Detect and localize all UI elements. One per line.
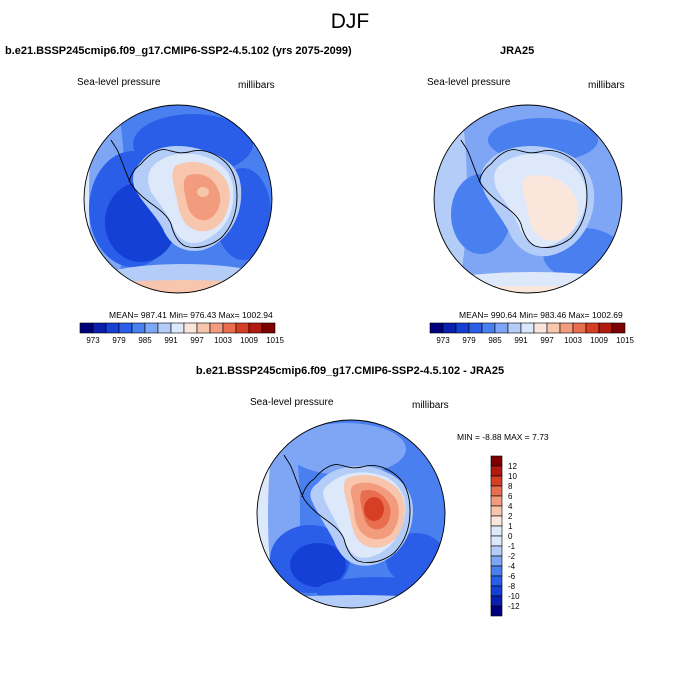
obs-polar-map xyxy=(433,104,623,294)
model-polar-map xyxy=(83,104,273,294)
obs-colorbar-tick-label: 1009 xyxy=(590,336,608,345)
obs-colorbar-swatch xyxy=(598,322,613,334)
diff-colorbar-tick-label: 0 xyxy=(508,532,513,541)
obs-colorbar-tick-label: 1003 xyxy=(564,336,582,345)
model-colorbar-swatch xyxy=(92,322,107,334)
diff-colorbar-swatch xyxy=(490,595,503,607)
model-colorbar-swatch xyxy=(118,322,133,334)
model-colorbar-swatch xyxy=(235,322,250,334)
diff-colorbar-swatch xyxy=(490,525,503,537)
diff-colorbar-swatch xyxy=(490,465,503,477)
obs-variable-label: Sea-level pressure xyxy=(427,77,511,88)
diff-colorbar-swatch xyxy=(490,535,503,547)
obs-colorbar-tick-label: 997 xyxy=(540,336,554,345)
model-colorbar-tick-label: 985 xyxy=(138,336,152,345)
obs-colorbar-swatch xyxy=(468,322,483,334)
obs-colorbar-swatch xyxy=(455,322,470,334)
diff-colorbar-tick-label: 6 xyxy=(508,492,513,501)
diff-polar-map xyxy=(256,419,446,609)
diff-colorbar-swatch xyxy=(490,585,503,597)
diff-colorbar-swatch xyxy=(490,555,503,567)
diff-stats: MIN = -8.88 MAX = 7.73 xyxy=(457,432,549,442)
model-colorbar-tick-label: 979 xyxy=(112,336,126,345)
obs-colorbar-tick-label: 985 xyxy=(488,336,502,345)
model-colorbar-swatch xyxy=(248,322,263,334)
model-colorbar-tick-label: 973 xyxy=(86,336,100,345)
diff-colorbar-tick-label: 4 xyxy=(508,502,513,511)
diff-colorbar-swatch xyxy=(490,565,503,577)
model-panel-title: b.e21.BSSP245cmip6.f09_g17.CMIP6-SSP2-4.… xyxy=(5,45,352,57)
diff-colorbar-tick-label: -1 xyxy=(508,542,516,551)
obs-colorbar-swatch xyxy=(481,322,496,334)
diff-colorbar-tick-label: -12 xyxy=(508,602,520,611)
diff-colorbar-tick-label: 12 xyxy=(508,462,517,471)
model-colorbar-tick-label: 997 xyxy=(190,336,204,345)
obs-colorbar-swatch xyxy=(520,322,535,334)
diff-colorbar-swatch xyxy=(490,605,503,617)
model-units-label: millibars xyxy=(238,80,275,91)
diff-colorbar-tick-label: 2 xyxy=(508,512,513,521)
model-colorbar-swatch xyxy=(131,322,146,334)
diff-colorbar-tick-label: -8 xyxy=(508,582,516,591)
model-colorbar-swatch xyxy=(196,322,211,334)
model-stats: MEAN= 987.41 Min= 976.43 Max= 1002.94 xyxy=(109,310,273,320)
diff-colorbar-swatch xyxy=(490,455,503,467)
model-colorbar-swatch xyxy=(261,322,276,334)
model-colorbar-swatch xyxy=(157,322,172,334)
diff-colorbar-tick-label: -4 xyxy=(508,562,516,571)
obs-colorbar-swatch xyxy=(559,322,574,334)
diff-colorbar-swatch xyxy=(490,515,503,527)
obs-colorbar-tick-label: 1015 xyxy=(616,336,634,345)
model-colorbar-swatch xyxy=(209,322,224,334)
obs-colorbar-swatch xyxy=(429,322,444,334)
obs-colorbar: 973 979 985 991 997 1003 1009 1015 xyxy=(429,322,634,345)
diff-colorbar-tick-label: -6 xyxy=(508,572,516,581)
obs-units-label: millibars xyxy=(588,80,625,91)
model-colorbar-swatch xyxy=(144,322,159,334)
model-colorbar-swatch xyxy=(79,322,94,334)
diff-units-label: millibars xyxy=(412,400,449,411)
obs-colorbar-tick-label: 979 xyxy=(462,336,476,345)
diff-colorbar-tick-label: 8 xyxy=(508,482,513,491)
obs-stats: MEAN= 990.64 Min= 983.46 Max= 1002.69 xyxy=(459,310,623,320)
model-colorbar-swatch xyxy=(170,322,185,334)
obs-colorbar-swatch xyxy=(572,322,587,334)
diff-colorbar-swatch xyxy=(490,475,503,487)
model-colorbar-tick-label: 991 xyxy=(164,336,178,345)
diff-panel-title: b.e21.BSSP245cmip6.f09_g17.CMIP6-SSP2-4.… xyxy=(195,365,505,377)
diff-colorbar-swatch xyxy=(490,495,503,507)
diff-colorbar-tick-label: 10 xyxy=(508,472,517,481)
model-colorbar-swatch xyxy=(105,322,120,334)
diff-colorbar-swatch xyxy=(490,575,503,587)
model-colorbar-tick-label: 1009 xyxy=(240,336,258,345)
obs-colorbar-swatch xyxy=(494,322,509,334)
model-colorbar-swatch xyxy=(183,322,198,334)
diff-colorbar-tick-label: -2 xyxy=(508,552,516,561)
model-colorbar-tick-label: 1015 xyxy=(266,336,284,345)
model-colorbar-tick-label: 1003 xyxy=(214,336,232,345)
obs-colorbar-tick-label: 991 xyxy=(514,336,528,345)
model-colorbar-swatch xyxy=(222,322,237,334)
diff-colorbar-tick-label: -10 xyxy=(508,592,520,601)
model-colorbar: 973 979 985 991 997 1003 1009 1015 xyxy=(79,322,284,345)
obs-colorbar-swatch xyxy=(442,322,457,334)
obs-colorbar-swatch xyxy=(546,322,561,334)
obs-colorbar-swatch xyxy=(585,322,600,334)
diff-colorbar-swatch xyxy=(490,505,503,517)
main-title: DJF xyxy=(330,10,370,33)
obs-colorbar-swatch xyxy=(611,322,626,334)
obs-colorbar-tick-label: 973 xyxy=(436,336,450,345)
obs-colorbar-swatch xyxy=(533,322,548,334)
diff-colorbar-swatch xyxy=(490,485,503,497)
obs-panel-title: JRA25 xyxy=(500,45,535,57)
model-variable-label: Sea-level pressure xyxy=(77,77,161,88)
diff-colorbar-tick-label: 1 xyxy=(508,522,513,531)
diff-variable-label: Sea-level pressure xyxy=(250,397,334,408)
diff-colorbar-swatch xyxy=(490,545,503,557)
obs-colorbar-swatch xyxy=(507,322,522,334)
